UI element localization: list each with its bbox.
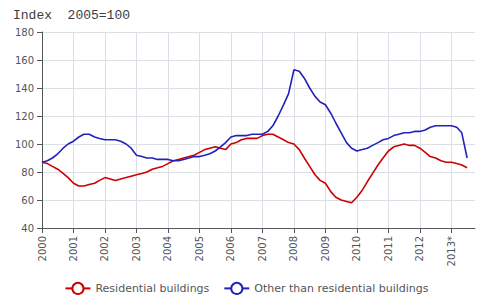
svg-text:140: 140	[15, 83, 34, 94]
svg-text:Other than residential buildin: Other than residential buildings	[254, 282, 429, 295]
svg-text:100: 100	[15, 139, 34, 150]
svg-text:2004: 2004	[162, 236, 173, 261]
svg-text:2000: 2000	[37, 236, 48, 261]
svg-text:2002: 2002	[99, 236, 110, 261]
svg-text:2006: 2006	[225, 236, 236, 261]
svg-text:40: 40	[21, 223, 34, 234]
svg-text:2013*: 2013*	[446, 236, 457, 266]
svg-text:2008: 2008	[288, 236, 299, 261]
svg-text:2012: 2012	[414, 236, 425, 261]
svg-text:2001: 2001	[68, 236, 79, 261]
svg-text:2011: 2011	[383, 236, 394, 261]
svg-text:2005: 2005	[194, 236, 205, 261]
svg-text:180: 180	[15, 27, 34, 38]
svg-text:2009: 2009	[320, 236, 331, 261]
svg-text:2003: 2003	[131, 236, 142, 261]
svg-text:2007: 2007	[257, 236, 268, 261]
svg-text:2010: 2010	[351, 236, 362, 261]
svg-text:80: 80	[21, 167, 34, 178]
svg-text:60: 60	[21, 195, 34, 206]
svg-text:Index 2005=100: Index 2005=100	[13, 8, 130, 23]
svg-text:160: 160	[15, 55, 34, 66]
svg-text:Residential buildings: Residential buildings	[95, 282, 209, 295]
svg-text:120: 120	[15, 111, 34, 122]
